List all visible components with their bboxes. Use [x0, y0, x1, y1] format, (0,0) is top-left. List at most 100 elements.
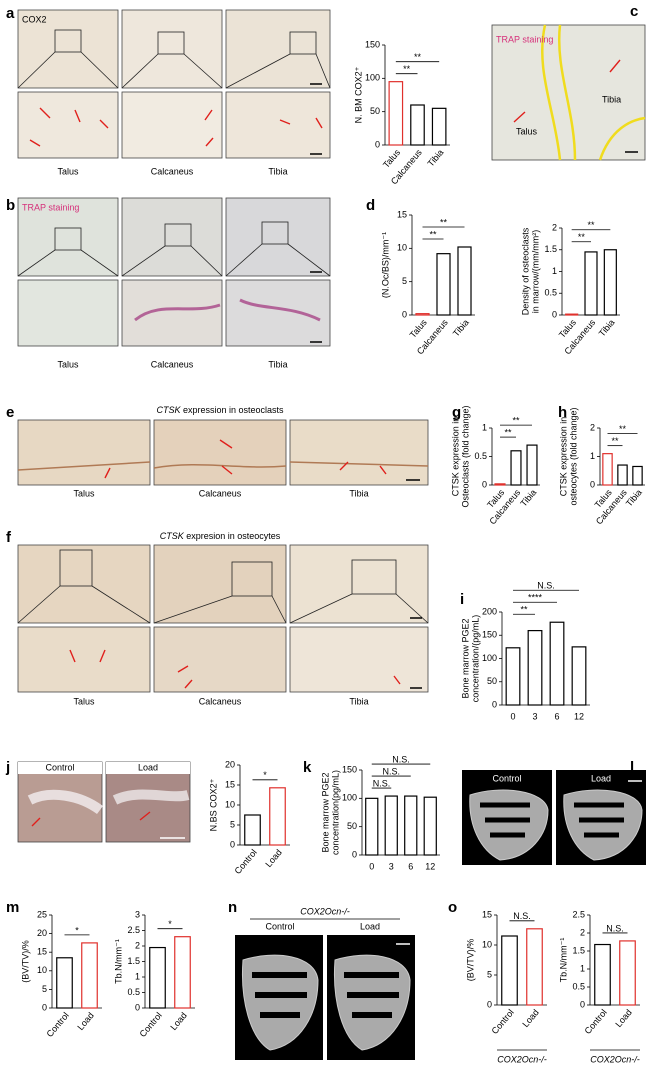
y-tick-label: 0.5	[572, 981, 585, 991]
bar	[423, 796, 437, 856]
significance-label: *	[75, 925, 79, 935]
site-label: Tibia	[349, 696, 368, 706]
stain-label: TRAP staining	[496, 34, 553, 44]
bar	[149, 946, 166, 1009]
gene: CTSK	[160, 531, 185, 541]
y-tick-label: 0	[492, 699, 497, 709]
bar	[594, 943, 611, 1006]
x-tick-label: Tibia	[451, 317, 471, 338]
y-axis-label: (BV/TV)/%	[20, 940, 30, 983]
group-label: Control	[45, 762, 74, 772]
panel-letter: h	[558, 404, 567, 421]
y-tick-label: 100	[365, 73, 380, 83]
genotype-label: COX2Ocn-/-	[300, 906, 350, 916]
y-tick-label: 0	[580, 999, 585, 1009]
y-axis-label: Density of osteoclasts	[520, 227, 530, 315]
x-tick-label: 0	[510, 711, 515, 721]
y-tick-label: 0	[402, 309, 407, 319]
bar	[56, 957, 73, 1009]
x-tick-label: Load	[263, 847, 284, 869]
y-axis-label: concentration(pg/mL)	[330, 770, 340, 855]
x-tick-label: Tibia	[597, 317, 617, 338]
y-tick-label: 150	[365, 39, 380, 49]
y-axis-label: Bone marrow PGE2	[460, 618, 470, 698]
panel-letter: i	[460, 591, 464, 608]
x-tick-label: Control	[138, 1010, 164, 1039]
significance-label: **	[520, 605, 528, 615]
bar	[269, 787, 286, 846]
title-text: expression in osteoclasts	[180, 405, 284, 415]
x-tick-label: Tibia	[518, 487, 538, 508]
x-tick-label: Load	[75, 1010, 96, 1032]
significance-label: N.S.	[537, 581, 555, 591]
panel-j-images	[17, 761, 191, 843]
significance-label: N.S.	[606, 923, 624, 933]
x-tick-label: 12	[574, 711, 584, 721]
y-tick-label: 15	[482, 909, 492, 919]
bar	[571, 646, 587, 706]
bar	[527, 629, 543, 706]
y-tick-label: 1	[590, 451, 595, 461]
site-label: Calcaneus	[199, 696, 242, 706]
y-axis-label: Bone marrow PGE2	[320, 772, 330, 852]
group-label: Load	[138, 762, 158, 772]
y-tick-label: 2.5	[572, 909, 585, 919]
x-tick-label: 3	[532, 711, 537, 721]
significance-label: **	[403, 64, 411, 74]
site-label: Calcaneus	[151, 166, 194, 176]
site-label: Talus	[57, 166, 79, 176]
title-text: expresion in osteocytes	[184, 531, 281, 541]
bar	[617, 464, 628, 486]
panel-letter: b	[6, 197, 15, 214]
panel-n-images	[235, 935, 415, 1060]
x-tick-label: Tibia	[426, 147, 446, 168]
y-tick-label: 0	[590, 479, 595, 489]
y-axis-label: Osteoclasts (fold change)	[460, 405, 470, 507]
panel-l-images	[462, 770, 646, 865]
y-axis-label: (N.Oc/BS)/mm⁻¹	[380, 232, 390, 298]
y-tick-label: 0	[375, 139, 380, 149]
bar	[505, 647, 521, 706]
x-tick-label: Tibia	[624, 487, 644, 508]
site-label: Tibia	[349, 488, 368, 498]
panel-f-images	[17, 544, 429, 693]
group-label: Control	[492, 773, 521, 783]
y-tick-label: 1	[135, 971, 140, 981]
y-tick-label: 100	[482, 653, 497, 663]
y-tick-label: 0	[42, 1002, 47, 1012]
panel-title: CTSK expresion in osteocytes	[160, 531, 281, 541]
significance-label: **	[512, 415, 520, 425]
bar	[404, 795, 418, 856]
significance-label: N.S.	[373, 778, 391, 788]
y-tick-label: 1.5	[544, 244, 557, 254]
y-axis-label: osteocytes (fold change)	[568, 407, 578, 505]
panel-letter: c	[630, 3, 638, 20]
site-label: Talus	[73, 696, 95, 706]
significance-label: N.S.	[382, 766, 400, 776]
panel-letter: j	[5, 759, 10, 776]
x-tick-label: Control	[490, 1007, 516, 1036]
y-tick-label: 0.5	[474, 451, 487, 461]
significance-label: *	[168, 919, 172, 929]
panel-letter: a	[6, 5, 15, 22]
site-label: Talus	[57, 359, 79, 369]
bar	[603, 249, 617, 316]
significance-label: **	[619, 424, 627, 434]
panel-letter: f	[6, 529, 12, 546]
x-tick-label: 12	[425, 861, 435, 871]
bar	[602, 453, 613, 486]
y-tick-label: 5	[487, 969, 492, 979]
significance-label: **	[611, 436, 619, 446]
bar	[565, 313, 579, 316]
bar	[388, 81, 404, 146]
bar	[431, 107, 447, 146]
panel-letter: o	[448, 899, 457, 916]
y-tick-label: 50	[487, 676, 497, 686]
group-label: Load	[591, 773, 611, 783]
y-tick-label: 10	[397, 243, 407, 253]
significance-label: ****	[528, 593, 543, 603]
panel-c-image	[491, 24, 646, 161]
y-tick-label: 0	[352, 849, 357, 859]
y-tick-label: 15	[225, 779, 235, 789]
